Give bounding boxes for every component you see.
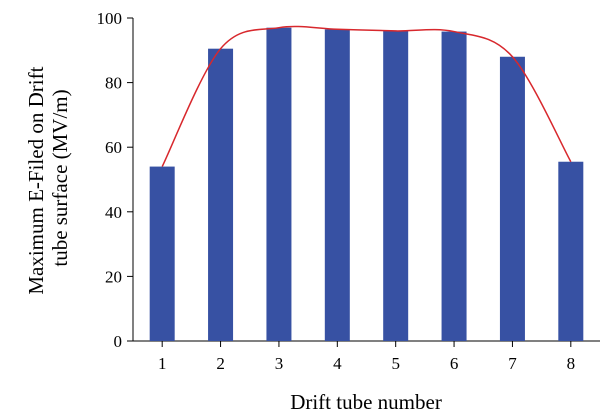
trend-line [161, 25, 572, 167]
bar-6 [441, 31, 467, 341]
bar-4 [324, 29, 350, 342]
x-tick-label: 6 [450, 354, 459, 373]
y-tick-label: 80 [105, 74, 122, 93]
y-tick-label: 0 [114, 332, 123, 351]
y-tick-label: 40 [105, 203, 122, 222]
y-axis-title-line-1: Maximum E-Filed on Drift [24, 66, 48, 294]
plot-area [132, 18, 600, 342]
x-tick-label: 4 [333, 354, 342, 373]
y-axis-title-line-2: tube surface (MV/m) [48, 89, 72, 266]
x-tick-label: 3 [275, 354, 284, 373]
x-tick-label: 7 [508, 354, 517, 373]
x-tick-label: 1 [158, 354, 167, 373]
y-axis-ticks: 0 20 40 60 80 100 [97, 9, 133, 351]
bar-8 [558, 161, 584, 341]
x-axis-title: Drift tube number [290, 390, 442, 414]
y-axis-title: Maximum E-Filed on Drift tube surface (M… [24, 61, 72, 294]
bar-series [149, 27, 584, 342]
y-tick-label: 100 [97, 9, 123, 28]
x-tick-label: 8 [567, 354, 576, 373]
x-axis-ticks: 1 2 3 4 5 6 7 8 [158, 341, 575, 373]
bar-7 [499, 56, 525, 341]
bar-2 [208, 48, 234, 341]
bar-1 [149, 166, 175, 341]
x-tick-label: 5 [391, 354, 400, 373]
bar-3 [266, 27, 292, 341]
y-tick-label: 60 [105, 138, 122, 157]
x-tick-label: 2 [216, 354, 225, 373]
bar-5 [383, 30, 409, 341]
y-tick-label: 20 [105, 267, 122, 286]
